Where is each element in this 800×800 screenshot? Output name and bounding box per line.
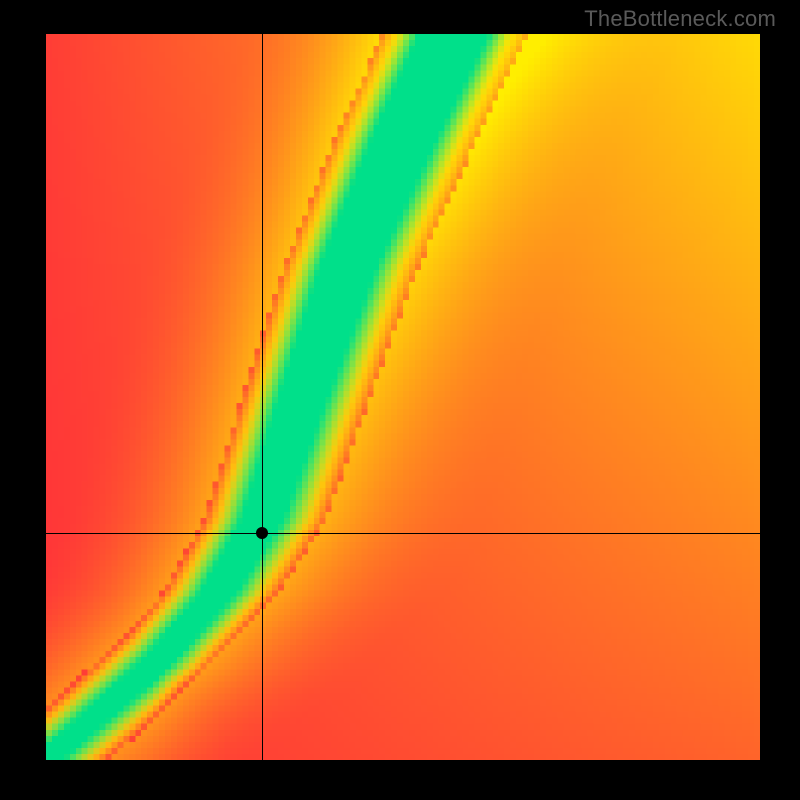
heatmap-plot [46, 34, 760, 760]
watermark-text: TheBottleneck.com [584, 6, 776, 32]
crosshair-horizontal [46, 533, 760, 534]
heatmap-canvas [46, 34, 760, 760]
crosshair-vertical [262, 34, 263, 760]
marker-dot [256, 527, 268, 539]
